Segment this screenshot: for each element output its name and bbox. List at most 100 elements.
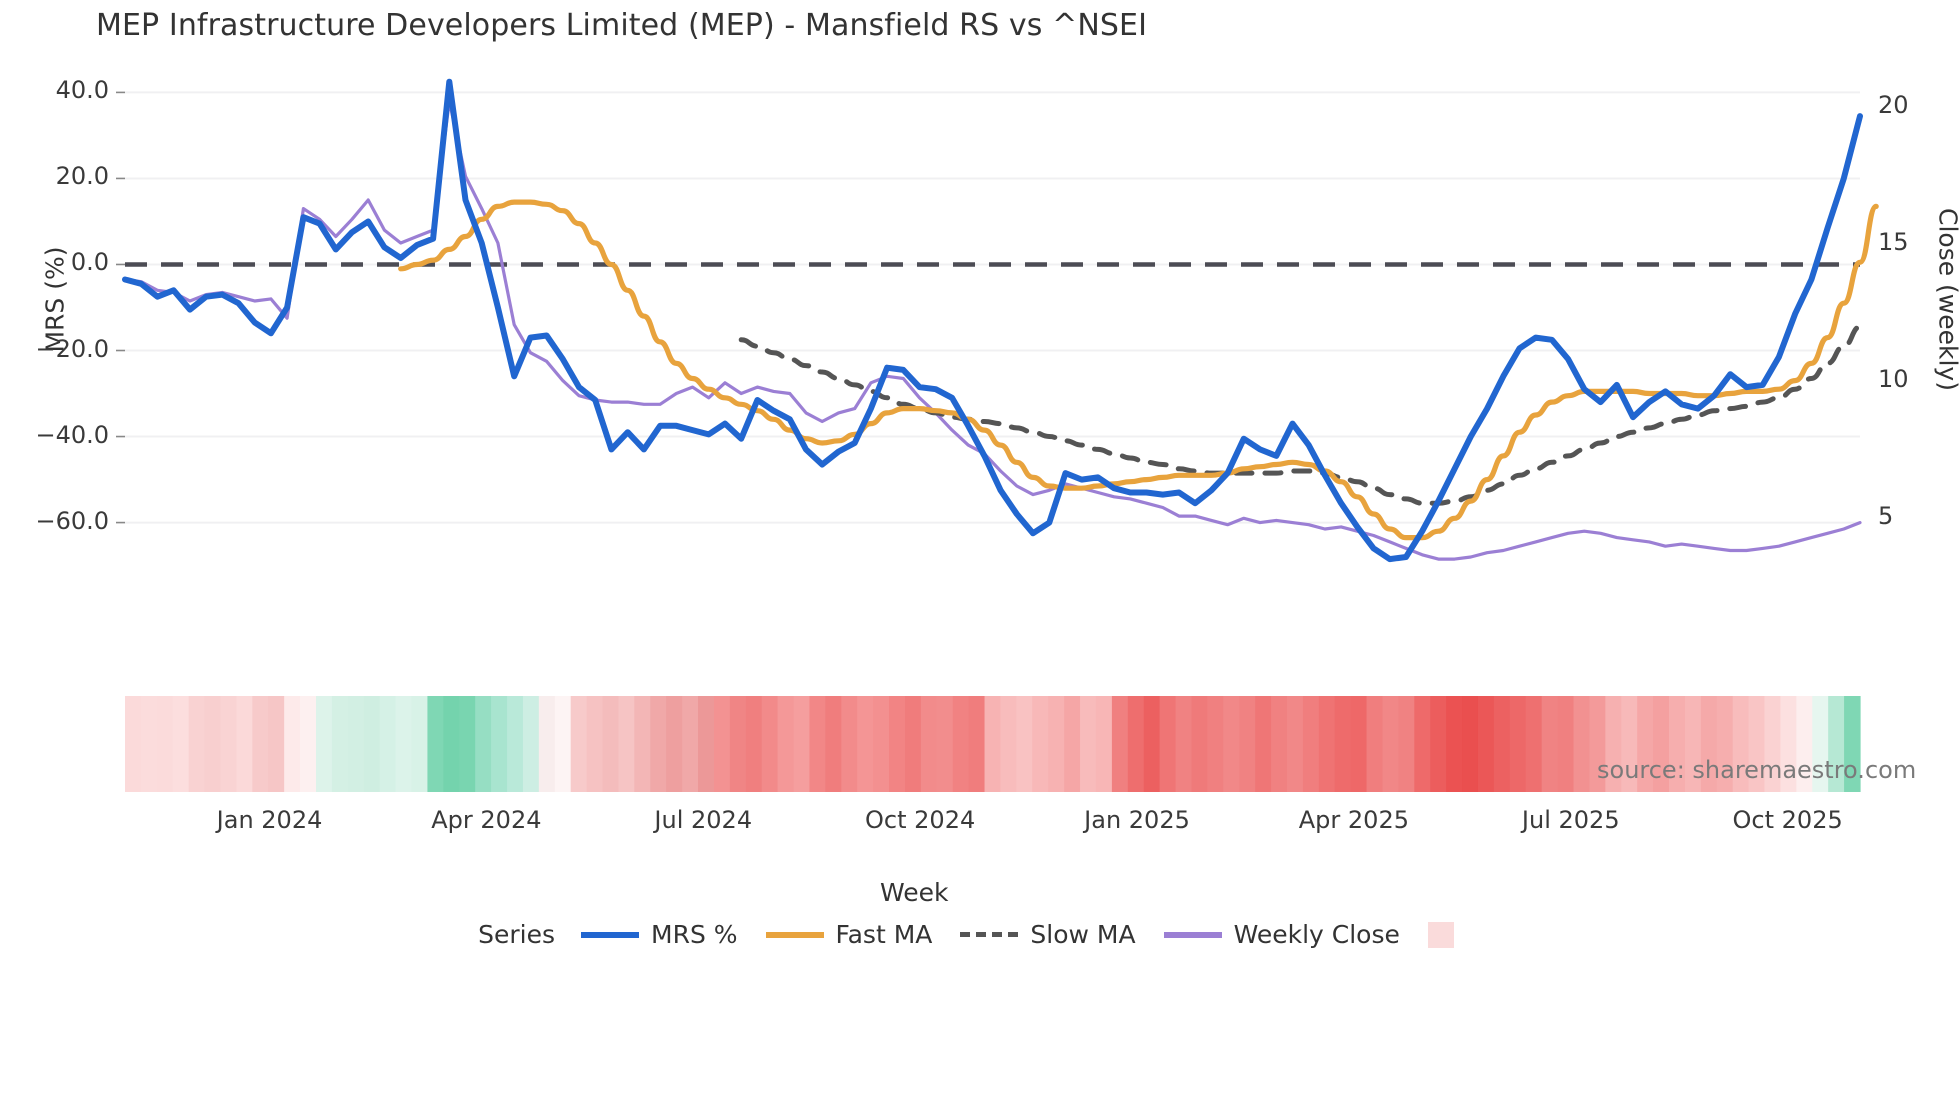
legend-swatch-box-icon bbox=[1427, 921, 1454, 948]
heatmap-cell bbox=[507, 696, 524, 792]
heatmap-cell bbox=[841, 696, 858, 792]
heatmap-cell bbox=[379, 696, 397, 792]
heatmap-cell bbox=[1541, 696, 1559, 792]
heatmap-cell bbox=[1780, 696, 1797, 792]
heatmap-cell bbox=[920, 696, 938, 792]
heatmap-cell bbox=[1812, 696, 1829, 792]
heatmap-cell bbox=[793, 696, 811, 792]
heatmap-cell bbox=[936, 696, 954, 792]
heatmap-cell bbox=[395, 696, 413, 792]
heatmap-cell bbox=[1477, 696, 1495, 792]
heatmap-cell bbox=[745, 696, 763, 792]
heatmap-cell bbox=[1796, 696, 1813, 792]
heatmap-cell bbox=[188, 696, 206, 792]
heatmap-cell bbox=[411, 696, 429, 792]
heatmap-cell bbox=[459, 696, 476, 792]
legend-title: Series bbox=[478, 920, 556, 949]
heatmap-cell bbox=[1239, 696, 1256, 792]
rs-heatmap-band bbox=[125, 696, 1861, 792]
x-axis-label: Week bbox=[880, 878, 949, 907]
gridlines bbox=[125, 91, 1860, 524]
heatmap-cell bbox=[729, 696, 747, 792]
heatmap-cell bbox=[904, 696, 922, 792]
heatmap-cell bbox=[1462, 696, 1479, 792]
legend-item-label: Slow MA bbox=[1030, 920, 1136, 949]
heatmap-cell bbox=[1271, 696, 1288, 792]
heatmap-cell bbox=[1414, 696, 1431, 792]
heatmap-cell bbox=[1637, 696, 1654, 792]
heatmap-cell bbox=[1318, 696, 1336, 792]
legend-item[interactable] bbox=[1427, 921, 1454, 948]
heatmap-cell bbox=[1621, 696, 1638, 792]
x-tick-label: Jul 2025 bbox=[1521, 806, 1620, 834]
legend-item[interactable]: Weekly Close bbox=[1163, 920, 1400, 949]
heatmap-cell bbox=[220, 696, 238, 792]
heatmap-cell bbox=[1143, 696, 1161, 792]
heatmap-cell bbox=[1716, 696, 1734, 792]
heatmap-cell bbox=[761, 696, 779, 792]
heatmap-cell bbox=[1191, 696, 1208, 792]
heatmap-cell bbox=[427, 696, 444, 792]
heatmap-cell bbox=[1573, 696, 1591, 792]
x-tick-label: Oct 2025 bbox=[1732, 806, 1843, 834]
y-axis-label-left: MRS (%) bbox=[40, 246, 70, 353]
y-tick-label-right: 20 bbox=[1878, 91, 1909, 120]
y-tick-label-right: 10 bbox=[1878, 365, 1909, 393]
heatmap-cell bbox=[889, 696, 906, 792]
legend-item[interactable]: Slow MA bbox=[960, 920, 1136, 949]
heatmap-cell bbox=[1493, 696, 1511, 792]
heatmap-cell bbox=[1159, 696, 1177, 792]
legend-swatch-line-icon bbox=[581, 931, 640, 938]
heatmap-cell bbox=[873, 696, 890, 792]
heatmap-cell bbox=[1653, 696, 1670, 792]
y-tick-label-right: 15 bbox=[1878, 228, 1909, 257]
heatmap-cell bbox=[857, 696, 874, 792]
legend-item-label: MRS % bbox=[651, 920, 738, 949]
heatmap-cell bbox=[204, 696, 222, 792]
heatmap-cell bbox=[1064, 696, 1081, 792]
heatmap-cell bbox=[1668, 696, 1686, 792]
heatmap-cell bbox=[1446, 696, 1463, 792]
heatmap-cell bbox=[809, 696, 826, 792]
heatmap-cell bbox=[475, 696, 492, 792]
source-watermark: source: sharemaestro.com bbox=[1597, 756, 1917, 784]
heatmap-cell bbox=[713, 696, 731, 792]
heatmap-cell bbox=[952, 696, 970, 792]
x-tick-label: Apr 2025 bbox=[1298, 806, 1409, 834]
heatmap-cell bbox=[1684, 696, 1702, 792]
heatmap-cell bbox=[363, 696, 381, 792]
heatmap-cell bbox=[1016, 696, 1033, 792]
heatmap-cell bbox=[1334, 696, 1352, 792]
heatmap-cell bbox=[682, 696, 699, 792]
heatmap-cell bbox=[984, 696, 1002, 792]
heatmap-cell bbox=[1175, 696, 1193, 792]
heatmap-cell bbox=[316, 696, 333, 792]
heatmap-cell bbox=[1382, 696, 1399, 792]
heatmap-cell bbox=[1398, 696, 1415, 792]
legend-item[interactable]: MRS % bbox=[581, 920, 738, 949]
heatmap-cell bbox=[331, 696, 349, 792]
heatmap-cell bbox=[666, 696, 683, 792]
x-tick-label: Jan 2025 bbox=[1084, 806, 1190, 834]
heatmap-cell bbox=[968, 696, 986, 792]
heatmap-cell bbox=[650, 696, 667, 792]
heatmap-cell bbox=[602, 696, 620, 792]
x-tick-label: Jul 2024 bbox=[654, 806, 753, 834]
heatmap-cell bbox=[491, 696, 508, 792]
heatmap-cell bbox=[1828, 696, 1845, 792]
heatmap-cell bbox=[1366, 696, 1384, 792]
legend-swatch-dashed-icon bbox=[960, 932, 1019, 937]
heatmap-cell bbox=[443, 696, 460, 792]
heatmap-cell bbox=[554, 696, 572, 792]
heatmap-cell bbox=[1000, 696, 1017, 792]
heatmap-cell bbox=[1350, 696, 1368, 792]
heatmap-cell bbox=[634, 696, 651, 792]
y-tick-label-left: 0.0 bbox=[70, 248, 109, 277]
heatmap-cell bbox=[347, 696, 365, 792]
heatmap-cell bbox=[1048, 696, 1065, 792]
heatmap-cell bbox=[156, 696, 174, 792]
heatmap-cell bbox=[1605, 696, 1622, 792]
heatmap-cell bbox=[1557, 696, 1575, 792]
legend-item[interactable]: Fast MA bbox=[765, 920, 932, 949]
